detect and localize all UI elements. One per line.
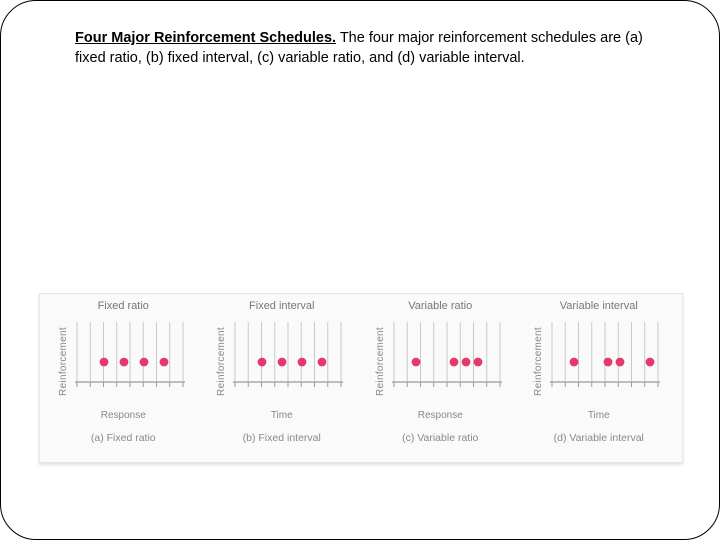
plot-wrap: Reinforcement xyxy=(375,318,506,404)
plot-area xyxy=(229,318,347,404)
plot-area xyxy=(546,318,664,404)
plot-area xyxy=(388,318,506,404)
panel-1: Fixed interval Reinforcement Time (b) Fixed… xyxy=(203,300,362,444)
panel-0: Fixed ratio Reinforcement Response (a) Fixe… xyxy=(44,300,203,444)
plot-wrap: Reinforcement xyxy=(216,318,347,404)
y-axis-label: Reinforcement xyxy=(58,327,69,396)
panel-caption: (c) Variable ratio xyxy=(402,432,478,444)
y-axis-label: Reinforcement xyxy=(375,327,386,396)
plot-area xyxy=(71,318,189,404)
panel-2: Variable ratio Reinforcement Response (c) V… xyxy=(361,300,520,444)
panel-title: Fixed ratio xyxy=(98,300,149,314)
y-axis-label: Reinforcement xyxy=(533,327,544,396)
panel-caption: (d) Variable interval xyxy=(554,432,644,444)
panel-title: Fixed interval xyxy=(249,300,314,314)
plot-wrap: Reinforcement xyxy=(533,318,664,404)
panel-title: Variable ratio xyxy=(408,300,472,314)
panel-caption: (b) Fixed interval xyxy=(243,432,321,444)
plot-wrap: Reinforcement xyxy=(58,318,189,404)
figure-strip: Fixed ratio Reinforcement Response (a) Fixe… xyxy=(39,293,683,463)
heading-text: Four Major Reinforcement Schedules. The … xyxy=(75,29,647,68)
panel-title: Variable interval xyxy=(560,300,638,314)
panel-caption: (a) Fixed ratio xyxy=(91,432,156,444)
x-axis-label: Response xyxy=(418,410,463,422)
heading-title: Four Major Reinforcement Schedules. xyxy=(75,30,336,46)
x-axis-label: Time xyxy=(588,410,610,422)
x-axis-label: Time xyxy=(271,410,293,422)
y-axis-label: Reinforcement xyxy=(216,327,227,396)
slide-frame: Four Major Reinforcement Schedules. The … xyxy=(0,0,720,540)
panel-3: Variable interval Reinforcement Time (d) Va… xyxy=(520,300,679,444)
x-axis-label: Response xyxy=(101,410,146,422)
